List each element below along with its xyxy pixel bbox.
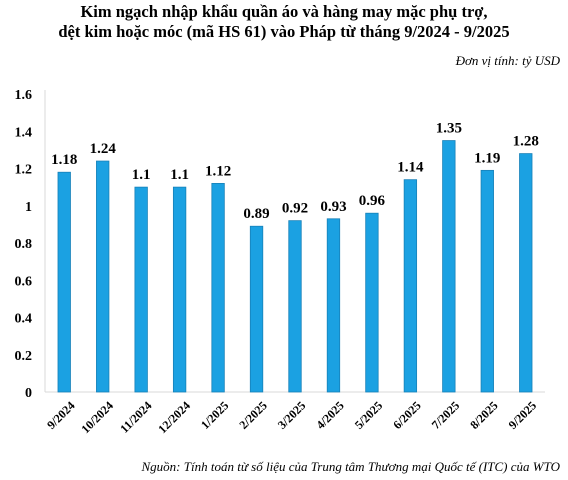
bar bbox=[480, 169, 494, 393]
chart-title-line-1: Kim ngạch nhập khẩu quần áo và hàng may … bbox=[80, 2, 488, 21]
y-tick-label: 0.2 bbox=[15, 349, 33, 364]
bar bbox=[365, 212, 379, 393]
x-tick-label: 5/2025 bbox=[352, 398, 385, 431]
x-tick-label: 11/2024 bbox=[117, 398, 154, 435]
y-tick-label: 0.6 bbox=[15, 274, 33, 289]
x-tick-label: 12/2024 bbox=[155, 398, 193, 436]
bar bbox=[249, 225, 264, 393]
bar bbox=[57, 171, 71, 393]
y-tick-label: 0 bbox=[25, 386, 32, 401]
y-tick-label: 0.8 bbox=[15, 237, 33, 252]
data-label: 1.1 bbox=[170, 167, 189, 183]
x-tick-label: 10/2024 bbox=[78, 398, 116, 436]
bar bbox=[519, 153, 533, 393]
source-note: Nguồn: Tính toán từ số liệu của Trung tâ… bbox=[141, 459, 560, 474]
data-label: 0.89 bbox=[243, 206, 269, 222]
bar bbox=[403, 179, 418, 393]
data-label: 0.96 bbox=[359, 193, 386, 209]
bar bbox=[442, 140, 456, 393]
bar bbox=[96, 160, 110, 393]
data-label: 1.24 bbox=[90, 141, 117, 157]
x-tick-label: 7/2025 bbox=[429, 398, 462, 431]
y-tick-label: 1.6 bbox=[15, 88, 33, 103]
x-tick-label: 4/2025 bbox=[313, 398, 346, 431]
data-label: 1.28 bbox=[513, 134, 539, 150]
chart-title-line-2: dệt kim hoặc móc (mã HS 61) vào Pháp từ … bbox=[58, 22, 510, 41]
x-tick-label: 6/2025 bbox=[390, 398, 423, 431]
y-tick-label: 0.4 bbox=[15, 312, 33, 327]
data-label: 1.14 bbox=[397, 160, 424, 176]
bar bbox=[172, 186, 187, 393]
x-tick-label: 1/2025 bbox=[198, 398, 231, 431]
x-tick-label: 9/2024 bbox=[44, 398, 77, 431]
y-tick-label: 1.4 bbox=[15, 125, 33, 140]
unit-note: Đơn vị tính: tỷ USD bbox=[455, 53, 560, 68]
y-tick-label: 1.2 bbox=[15, 163, 33, 178]
x-tick-label: 9/2025 bbox=[506, 398, 539, 431]
data-label: 1.12 bbox=[205, 163, 231, 179]
bar bbox=[134, 186, 148, 393]
x-tick-label: 8/2025 bbox=[467, 398, 500, 431]
data-label: 1.19 bbox=[474, 150, 500, 166]
bar bbox=[326, 218, 341, 393]
data-label: 0.93 bbox=[320, 199, 346, 215]
bar-chart: 0 0.2 0.4 0.6 0.8 1 1.2 1.4 1.6 1.18 9/2024 1.24 10/… bbox=[15, 88, 545, 436]
y-tick-label: 1 bbox=[25, 200, 32, 215]
data-label: 1.18 bbox=[51, 152, 77, 168]
x-tick-label: 2/2025 bbox=[236, 398, 269, 431]
chart-title: Kim ngạch nhập khẩu quần áo và hàng may … bbox=[0, 2, 568, 42]
data-label: 1.1 bbox=[132, 167, 151, 183]
data-label: 1.35 bbox=[436, 121, 462, 137]
x-tick-label: 3/2025 bbox=[275, 398, 308, 431]
bar bbox=[288, 220, 302, 393]
data-label: 0.92 bbox=[282, 201, 308, 217]
bar bbox=[211, 182, 225, 393]
